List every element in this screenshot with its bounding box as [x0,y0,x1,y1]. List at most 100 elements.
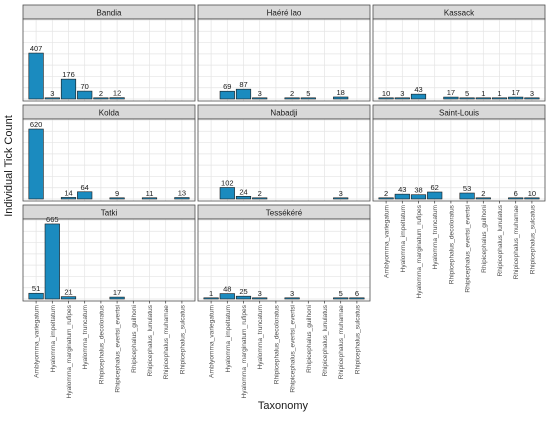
bar [141,197,158,200]
bar [333,96,349,100]
x-tick-label: Rhipicephalus_guilhoni [481,204,488,272]
facet-panel-kolda: Kolda 620 14 64 9 11 13 [22,104,196,202]
bar [28,52,44,100]
bar-value-label: 38 [414,186,422,195]
x-tick-label: Hyalomma_impeltatum [225,305,232,373]
x-tick-label: Hyalomma_truncatum [257,304,264,369]
bar-value-label: 6 [514,189,518,198]
x-tick-label: Rhipicephalus_guilhoni [131,304,138,372]
facet-border [197,118,371,202]
x-tick-label: Hyalomma_marginatum_rufipes [416,204,423,298]
bar [410,194,427,200]
bar [219,90,235,100]
bar-value-label: 17 [447,88,455,97]
bar-value-label: 48 [223,285,231,294]
bar-value-label: 51 [32,284,40,293]
bar-value-label: 18 [337,88,345,97]
x-tick-label: Rhipicephalus_muhamae [163,305,170,380]
bar-value-label: 407 [30,44,43,53]
bar-value-label: 3 [339,189,343,198]
x-tick-label: Rhipicephalus_guilhoni [306,304,313,372]
x-tick-label: Rhipicephalus_evertsi_evertsi [465,204,472,292]
bar [235,88,252,100]
bar-value-label: 2 [99,89,103,98]
bar [394,97,410,100]
bar [77,90,93,100]
bar [349,297,365,300]
facet-strip-label: Nabadji [270,109,297,118]
facet-plot-area [23,19,195,101]
x-axis-title: Taxonomy [258,400,309,412]
bar [44,97,60,100]
x-tick-label: Rhipicephalus_lunulatus [147,304,154,376]
x-tick-label: Rhipicephalus_lunulatus [497,204,504,276]
bar-value-label: 620 [30,120,43,129]
bar-value-label: 3 [50,89,54,98]
bar [333,197,349,200]
bar [508,197,524,200]
bar [109,296,125,300]
bar [524,97,540,100]
bar [235,195,252,200]
facet-border [197,18,371,102]
bar-value-label: 665 [46,215,59,224]
bar-value-label: 25 [239,287,247,296]
bar-value-label: 17 [512,88,520,97]
bar [235,295,252,300]
bar-value-label: 5 [465,89,469,98]
facet-plot-area [198,19,370,101]
x-tick-label: Rhipicephalus_sulcatus [179,304,186,374]
bar [300,97,316,100]
bar-value-label: 3 [400,89,404,98]
facet-plot-area [198,219,370,301]
bar-value-label: 2 [258,189,262,198]
bar-value-label: 1 [481,89,485,98]
x-tick-label: Amblyomma_variegatum [384,205,391,278]
facet-border [197,218,371,302]
bar-value-label: 1 [209,289,213,298]
bar-value-label: 5 [306,89,310,98]
bar-value-label: 10 [528,189,536,198]
bar-value-label: 70 [81,82,89,91]
x-tick-label: Rhipicephalus_decoloratus [448,204,455,284]
facet-panel-nabadji: Nabadji 102 24 2 3 [197,104,371,202]
facet-panel-tatki: Tatki 51 665 21 17 Amblyomma_variegatum Hyalom… [22,204,196,398]
bar [44,223,60,300]
facet-strip-label: Haéré lao [267,9,302,18]
x-tick-label: Hyalomma_truncatum [82,304,89,369]
bar-value-label: 43 [414,85,422,94]
bar [219,293,235,300]
x-tick-label: Hyalomma_marginatum_rufipes [66,304,73,398]
bar-value-label: 17 [113,288,121,297]
bar-value-label: 2 [481,189,485,198]
bar [378,197,394,200]
x-tick-label: Hyalomma_impeltatum [50,305,57,373]
facet-border [22,118,196,202]
bar [427,191,443,200]
facet-border [22,18,196,102]
bar [284,97,300,100]
bar [252,297,268,300]
bar [28,128,44,200]
facet-strip-label: Saint-Louis [439,109,479,118]
bar [475,197,491,200]
x-tick-label: Amblyomma_variegatum [34,305,41,378]
bar-value-label: 9 [115,189,119,198]
bar-value-label: 21 [64,288,72,297]
facet-panel-bandia: Bandia 407 3 176 70 2 12 [22,4,196,102]
bar [475,97,491,100]
bar [203,297,219,300]
x-tick-label: Rhipicephalus_lunulatus [322,304,329,376]
bar [77,191,93,200]
bar-value-label: 11 [146,189,154,198]
bar [524,197,540,200]
facet-strip-label: Bandia [97,9,122,18]
facet-panel-tess-k-r-: Tessékéré 1 48 25 3 3 5 6 Amblyomma_variegatum Hy… [197,204,371,398]
bar [60,78,77,100]
bar [459,97,475,100]
bar-value-label: 102 [221,178,234,187]
